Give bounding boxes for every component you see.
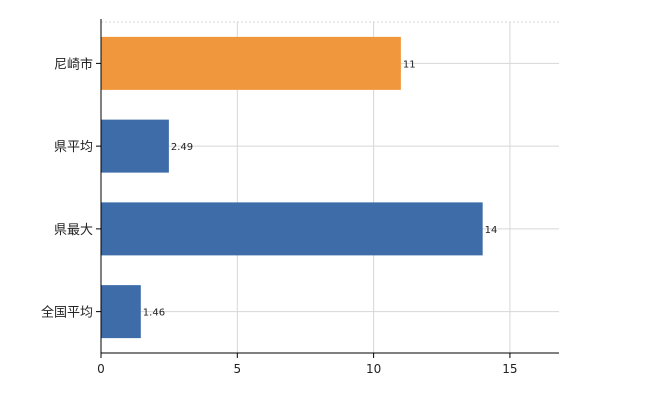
category-label: 尼崎市 (54, 56, 93, 72)
x-tick-label: 0 (97, 362, 105, 376)
x-tick-label: 5 (233, 362, 241, 376)
bar-layer (101, 36, 483, 339)
category-label: 県最大 (54, 223, 93, 238)
bar-2 (101, 119, 169, 173)
bar-3 (101, 202, 483, 256)
axis-layer (96, 19, 559, 358)
data-label: 14 (485, 225, 498, 236)
x-tick-label: 10 (366, 362, 381, 376)
bar-1 (101, 36, 401, 90)
category-label: 全国平均 (41, 305, 93, 321)
data-label: 2.49 (171, 142, 193, 153)
data-label: 11 (403, 59, 416, 70)
category-label: 県平均 (54, 140, 93, 155)
x-tick-label: 15 (502, 362, 517, 376)
data-label: 1.46 (143, 308, 165, 319)
bar-4 (101, 285, 141, 339)
